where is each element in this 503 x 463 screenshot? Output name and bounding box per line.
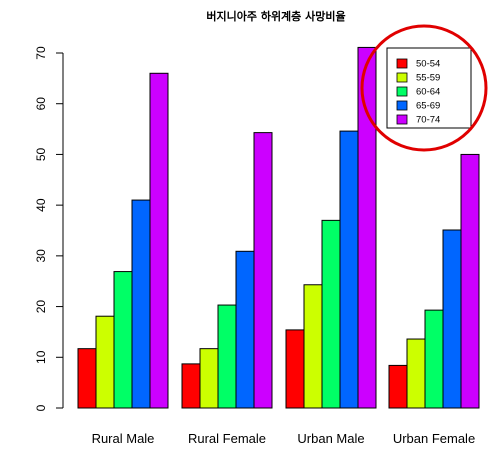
- bar-55-59-urban-female: [406, 338, 426, 409]
- legend-label: 65-69: [416, 101, 440, 112]
- bar-55-59-urban-male: [303, 284, 323, 409]
- bar-70-74-urban-female: [460, 153, 480, 409]
- x-category-label: Rural Male: [92, 431, 155, 446]
- x-category-label: Urban Female: [393, 431, 475, 446]
- y-tick-label: 20: [34, 300, 48, 314]
- legend-swatch-60-64: [396, 86, 408, 97]
- bar-55-59-rural-male: [95, 315, 115, 409]
- x-category-label: Urban Male: [297, 431, 364, 446]
- bar-60-64-urban-male: [321, 219, 341, 409]
- bar-50-54-urban-female: [388, 364, 408, 409]
- bar-65-69-rural-female: [235, 250, 255, 409]
- bar-65-69-urban-female: [442, 229, 462, 409]
- y-tick-label: 70: [34, 46, 48, 60]
- bar-65-69-rural-male: [131, 199, 151, 409]
- legend-items: 50-54 55-59 60-64 65-69 70-74: [396, 58, 440, 126]
- legend-swatch-50-54: [396, 58, 408, 69]
- bar-55-59-rural-female: [199, 348, 219, 409]
- bar-60-64-rural-female: [217, 304, 237, 409]
- legend-highlight-circle: [360, 24, 488, 152]
- bar-70-74-rural-male: [149, 72, 169, 409]
- y-axis: 0 10 20 30 40 50 60 70: [34, 46, 64, 411]
- legend: 50-54 55-59 60-64 65-69 70-74: [386, 47, 472, 129]
- bar-65-69-urban-male: [339, 130, 359, 409]
- legend-label: 70-74: [416, 115, 440, 126]
- y-tick-label: 10: [34, 350, 48, 364]
- y-tick-label: 40: [34, 198, 48, 212]
- x-category-labels: Rural Male Rural Female Urban Male Urban Fe…: [92, 431, 476, 446]
- bars-group: [77, 46, 480, 409]
- bar-70-74-urban-male: [357, 46, 377, 409]
- legend-swatch-65-69: [396, 100, 408, 111]
- bar-50-54-rural-female: [181, 363, 201, 409]
- legend-swatch-55-59: [396, 72, 408, 83]
- bar-50-54-rural-male: [77, 348, 97, 409]
- y-tick-label: 50: [34, 147, 48, 161]
- y-tick-label: 60: [34, 97, 48, 111]
- legend-label: 60-64: [416, 87, 440, 98]
- bar-60-64-rural-male: [113, 271, 133, 409]
- legend-swatch-70-74: [396, 114, 408, 125]
- bar-50-54-urban-male: [285, 329, 305, 409]
- y-tick-label: 0: [34, 404, 48, 411]
- bar-70-74-rural-female: [253, 132, 273, 409]
- x-category-label: Rural Female: [188, 431, 266, 446]
- legend-label: 50-54: [416, 59, 440, 70]
- y-tick-label: 30: [34, 249, 48, 263]
- chart-title: 버지니아주 하위계층 사망비율: [206, 9, 345, 23]
- bar-60-64-urban-female: [424, 309, 444, 409]
- legend-label: 55-59: [416, 73, 440, 84]
